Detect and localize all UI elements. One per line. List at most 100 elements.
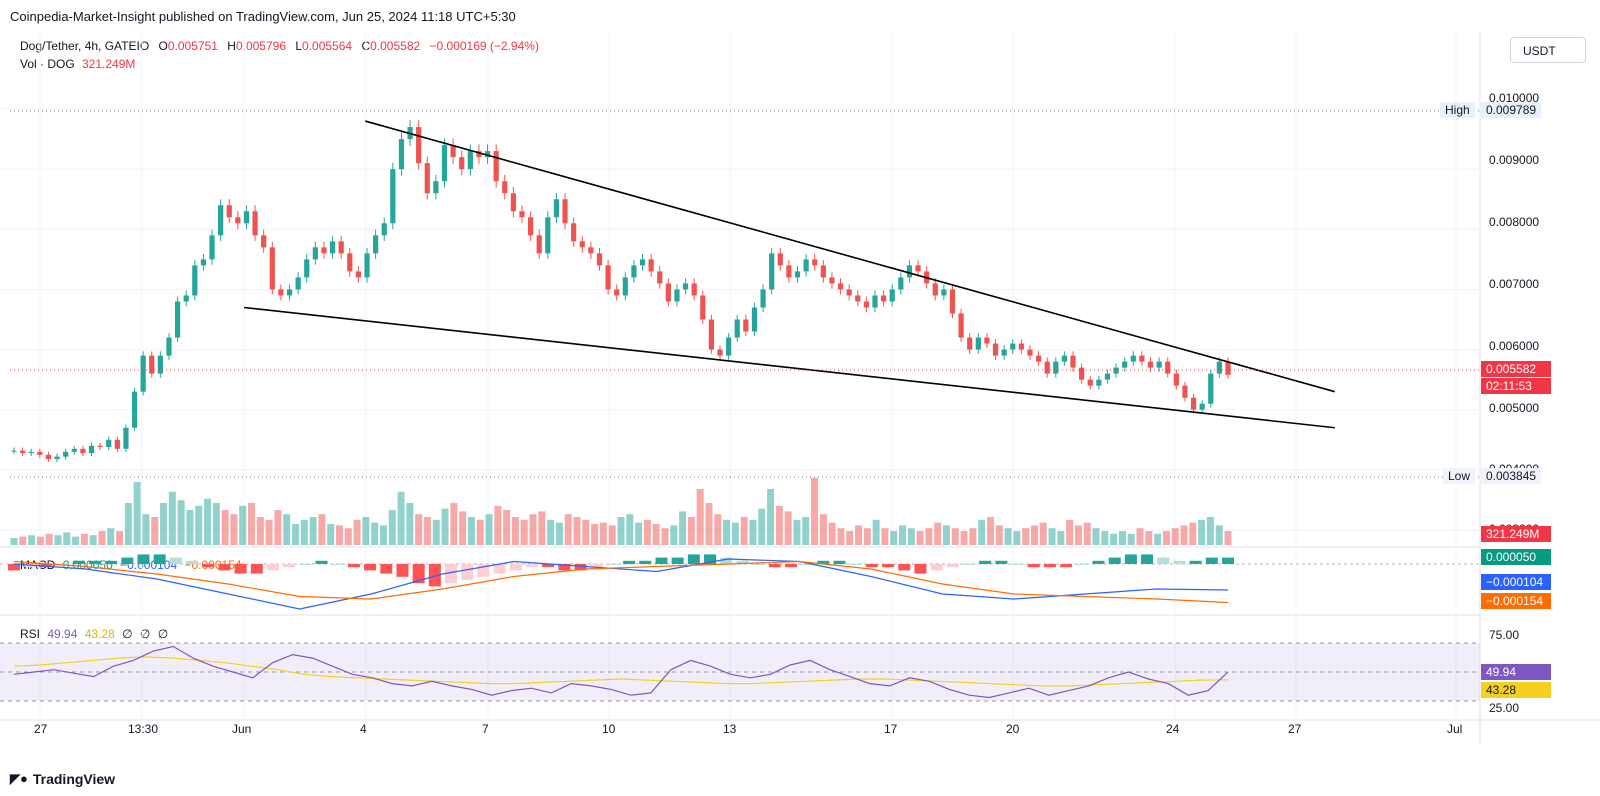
volume-bar <box>1039 522 1047 545</box>
volume-bar <box>811 477 819 545</box>
volume-bar <box>195 505 203 545</box>
macd-histogram-bar <box>865 564 878 568</box>
volume-bar <box>899 525 907 545</box>
volume-bar <box>1066 519 1074 545</box>
macd-histogram-bar <box>1011 564 1024 565</box>
candle-body <box>157 355 163 374</box>
macd-histogram-bar <box>1092 560 1105 564</box>
rsi-label[interactable]: RSI <box>20 627 41 641</box>
rsi-extra-2: ∅ <box>139 627 151 641</box>
macd-line <box>13 558 1229 610</box>
candle-body <box>958 313 964 338</box>
macd-histogram-bar <box>979 560 992 564</box>
candle-body <box>226 205 232 218</box>
volume-bar <box>608 525 616 545</box>
currency-button[interactable]: USDT <box>1510 37 1586 63</box>
volume-bar <box>494 505 502 545</box>
high-value-tag: 0.009789 <box>1481 102 1542 118</box>
macd-histogram-bar <box>169 557 182 564</box>
volume-bar <box>1189 522 1197 545</box>
candle-body <box>1104 373 1111 380</box>
change-value: −0.000169 (−2.94%) <box>429 39 539 53</box>
candle-body <box>674 289 680 302</box>
publisher-credit: Coinpedia-Market-Insight published on Tr… <box>10 9 516 24</box>
macd-histogram-bar <box>590 564 603 568</box>
candle-body <box>338 241 344 254</box>
volume-bar <box>441 508 449 545</box>
candle-body <box>1173 373 1179 386</box>
volume-bar <box>538 511 546 545</box>
volume-bar <box>749 519 757 545</box>
candle-body <box>502 181 508 194</box>
candle-body <box>975 337 981 350</box>
candle-body <box>1156 361 1162 368</box>
volume-bar <box>309 517 317 545</box>
candle-body <box>536 235 542 254</box>
candle-body <box>1216 361 1222 374</box>
candle-body <box>829 277 835 284</box>
price-tick: 0.008000 <box>1489 215 1540 229</box>
volume-bar <box>573 517 581 545</box>
volume-bar <box>98 531 106 545</box>
candle-body <box>416 127 422 164</box>
rsi-legend: RSI 49.94 43.28 ∅ ∅ ∅ <box>20 627 168 641</box>
candle-body <box>614 289 620 296</box>
macd-histogram-bar <box>1157 557 1170 564</box>
volume-bar <box>1136 528 1144 545</box>
macd-histogram-bar <box>396 564 409 577</box>
volume-bar <box>318 514 326 545</box>
volume-label[interactable]: Vol · DOG <box>20 57 75 71</box>
symbol-name[interactable]: Dog/Tether, 4h, GATEIO <box>20 39 150 53</box>
macd-histogram-bar <box>833 560 846 564</box>
macd-histogram-bar <box>493 564 506 574</box>
volume-bar <box>1057 531 1065 545</box>
macd-histogram-bar <box>801 564 814 565</box>
macd-histogram-bar <box>121 557 134 564</box>
candle-body <box>665 283 671 302</box>
rsi-tick-25: 25.00 <box>1489 701 1520 715</box>
candle-body <box>390 169 396 224</box>
candle-body <box>949 289 956 314</box>
candle-body <box>1001 349 1007 356</box>
macd-histogram-bar <box>8 564 20 571</box>
candle-body <box>1113 367 1119 374</box>
volume-bar <box>300 519 308 545</box>
candle-body <box>941 289 947 296</box>
candle-body <box>1182 385 1188 398</box>
candle-body <box>261 235 267 248</box>
trendlines <box>243 120 1336 429</box>
volume-bar <box>36 536 44 545</box>
volume-bar <box>133 482 141 545</box>
tradingview-logo[interactable]: ◤● TradingView <box>10 771 115 787</box>
volume-bar <box>819 514 827 545</box>
volume-bar <box>547 519 555 545</box>
volume-bar <box>626 514 634 545</box>
macd-hist-tag: 0.000050 <box>1481 549 1551 565</box>
lower-trendline <box>243 306 1335 429</box>
candle-body <box>1035 355 1042 362</box>
volume-bar <box>168 491 176 545</box>
volume-bar <box>863 528 871 545</box>
volume-bar <box>1118 531 1126 545</box>
high-label-tag: High <box>1440 102 1475 118</box>
candle-body <box>1079 367 1085 380</box>
volume-bar <box>784 511 792 545</box>
candle-body <box>682 283 689 290</box>
volume-bar <box>371 522 379 545</box>
candle-body <box>717 349 723 356</box>
candle-body <box>54 456 60 460</box>
macd-label[interactable]: MACD <box>20 558 56 572</box>
volume-tag: 321.249M <box>1481 526 1551 542</box>
candle-body <box>304 259 310 278</box>
candle-body <box>114 439 120 449</box>
macd-histogram-bar <box>202 564 215 568</box>
volume-bar <box>951 528 959 545</box>
candle-body <box>97 445 103 448</box>
candle-body <box>476 151 482 158</box>
volume-bar <box>1013 531 1021 545</box>
macd-histogram-bar <box>250 564 263 574</box>
macd-histogram-bar <box>266 564 279 571</box>
macd-histogram-bar <box>542 564 555 568</box>
volume-bar <box>335 525 343 545</box>
